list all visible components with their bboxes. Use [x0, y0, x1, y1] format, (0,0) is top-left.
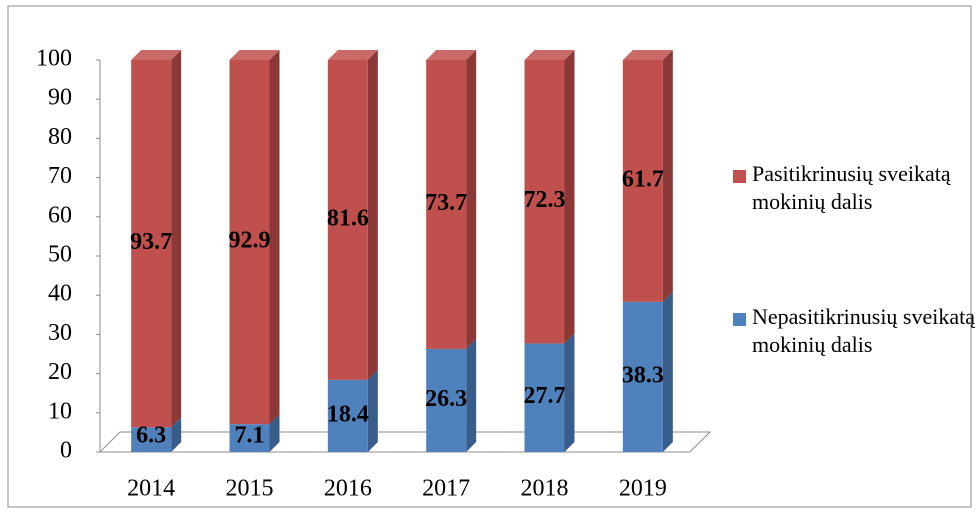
bar [426, 60, 467, 349]
x-tick-label: 2015 [226, 476, 274, 502]
bar [426, 348, 467, 452]
bar-top [131, 50, 182, 60]
bar-side [269, 414, 280, 452]
bar-side [367, 50, 378, 380]
bar-side [466, 338, 477, 452]
data-label: 6.3 [136, 423, 166, 449]
data-label: 72.3 [524, 187, 566, 213]
bar-top [229, 50, 280, 60]
x-tick-label: 2019 [619, 476, 667, 502]
y-tick-label: 60 [48, 202, 72, 228]
bar [327, 379, 368, 452]
x-tick-label: 2014 [127, 476, 175, 502]
bar-side [269, 50, 280, 425]
bar [524, 343, 565, 452]
bar-side [564, 50, 575, 344]
bar-top [327, 50, 378, 60]
data-label: 7.1 [235, 423, 265, 449]
bar [327, 60, 368, 380]
bar-side [564, 333, 575, 452]
data-label: 73.7 [425, 190, 467, 216]
data-label: 18.4 [327, 401, 369, 427]
legend-swatch [733, 313, 746, 326]
chart-border [7, 5, 972, 508]
bar-side [367, 369, 378, 452]
bar [131, 60, 172, 428]
bar-side [662, 291, 673, 452]
bar [229, 424, 270, 452]
bar [622, 301, 663, 452]
data-label: 38.3 [622, 362, 664, 388]
bar-side [171, 417, 182, 452]
data-label: 81.6 [327, 205, 369, 231]
bar [622, 60, 663, 302]
y-tick-label: 70 [48, 163, 72, 189]
y-tick-label: 20 [48, 359, 72, 385]
data-label: 92.9 [229, 228, 271, 254]
bar-top [622, 50, 673, 60]
y-tick-label: 0 [60, 438, 72, 464]
bar-side [662, 50, 673, 302]
data-label: 61.7 [622, 166, 664, 192]
bar-top [524, 50, 575, 60]
legend-label: Nepasitikrinusių sveikatą mokinių dalis [752, 304, 976, 357]
bar-side [466, 50, 477, 349]
x-tick-label: 2018 [521, 476, 569, 502]
y-tick-label: 50 [48, 242, 72, 268]
y-tick-label: 40 [48, 281, 72, 307]
data-label: 27.7 [524, 383, 566, 409]
y-tick-label: 80 [48, 124, 72, 150]
bar [524, 60, 565, 344]
bar [229, 60, 270, 425]
floor [98, 431, 712, 453]
y-tick-label: 100 [36, 46, 72, 72]
bar [131, 427, 172, 452]
bar-side [171, 50, 182, 428]
data-label: 26.3 [425, 386, 467, 412]
x-tick-label: 2016 [324, 476, 372, 502]
legend-swatch [733, 170, 746, 183]
data-label: 93.7 [130, 229, 172, 255]
bar-top [426, 50, 477, 60]
legend-label: Pasitikrinusių sveikatą mokinių dalis [752, 161, 951, 214]
y-tick-label: 10 [48, 398, 72, 424]
y-tick-label: 90 [48, 85, 72, 111]
y-tick-label: 30 [48, 320, 72, 346]
x-tick-label: 2017 [422, 476, 470, 502]
